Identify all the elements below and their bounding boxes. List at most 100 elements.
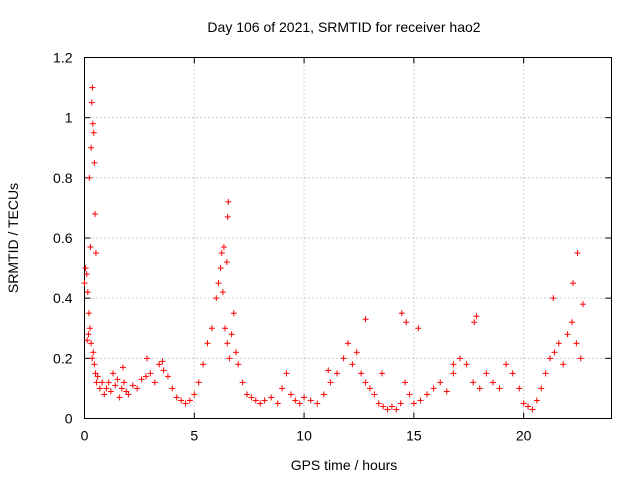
y-tick-label: 0.4 <box>53 290 73 306</box>
data-point <box>430 385 437 392</box>
data-point <box>380 403 387 410</box>
data-point <box>301 394 308 401</box>
data-point <box>224 213 231 220</box>
data-point <box>415 325 422 332</box>
data-point <box>471 319 478 326</box>
data-point <box>195 379 202 386</box>
data-point <box>375 400 382 407</box>
data-points <box>81 84 586 413</box>
data-point <box>509 370 516 377</box>
data-point <box>230 310 237 317</box>
data-point <box>225 198 232 205</box>
data-point <box>560 361 567 368</box>
data-point <box>85 331 92 338</box>
data-point <box>89 120 96 127</box>
data-point <box>228 331 235 338</box>
data-point <box>96 385 103 392</box>
data-point <box>129 382 136 389</box>
data-point <box>366 385 373 392</box>
data-point <box>573 340 580 347</box>
data-point <box>94 373 101 380</box>
data-point <box>84 337 91 344</box>
data-point <box>90 349 97 356</box>
data-point <box>91 361 98 368</box>
data-point <box>159 358 166 365</box>
x-tick-label: 5 <box>190 428 198 444</box>
data-point <box>89 355 96 362</box>
data-point <box>88 99 95 106</box>
data-point <box>118 385 125 392</box>
data-point <box>252 397 259 404</box>
data-point <box>87 244 94 251</box>
data-point <box>570 280 577 287</box>
data-point <box>156 361 163 368</box>
data-point <box>550 295 557 302</box>
data-point <box>443 388 450 395</box>
data-point <box>525 403 532 410</box>
data-point <box>551 349 558 356</box>
data-point <box>208 325 215 332</box>
data-point <box>134 385 141 392</box>
data-point <box>388 403 395 410</box>
y-tick-label: 1.2 <box>53 50 73 66</box>
data-point <box>213 295 220 302</box>
data-point <box>450 361 457 368</box>
data-point <box>424 391 431 398</box>
data-point <box>103 385 110 392</box>
data-point <box>274 400 281 407</box>
data-point <box>223 259 230 266</box>
data-point <box>279 385 286 392</box>
data-point <box>402 379 409 386</box>
data-point <box>219 289 226 296</box>
data-point <box>417 397 424 404</box>
data-point <box>169 385 176 392</box>
data-point <box>358 370 365 377</box>
data-point <box>334 370 341 377</box>
data-point <box>384 406 391 413</box>
data-point <box>224 340 231 347</box>
data-point <box>406 391 413 398</box>
data-point <box>314 400 321 407</box>
data-point <box>105 379 112 386</box>
data-point <box>173 394 180 401</box>
data-point <box>114 376 121 383</box>
data-point <box>218 250 225 257</box>
data-point <box>125 391 132 398</box>
data-point <box>456 355 463 362</box>
data-point <box>86 325 93 332</box>
data-point <box>90 129 97 136</box>
data-point <box>568 319 575 326</box>
data-point <box>393 406 400 413</box>
data-point <box>345 340 351 347</box>
data-point <box>296 400 303 407</box>
data-point <box>483 370 490 377</box>
data-point <box>564 331 571 338</box>
data-point <box>257 400 264 407</box>
x-tick-label: 10 <box>296 428 312 444</box>
data-point <box>261 397 268 404</box>
data-point <box>151 379 158 386</box>
data-point <box>268 394 275 401</box>
data-point <box>577 355 584 362</box>
data-point <box>116 394 123 401</box>
data-point <box>178 397 185 404</box>
data-point <box>84 289 91 296</box>
data-point <box>307 397 314 404</box>
data-point <box>476 385 483 392</box>
data-point <box>121 379 128 386</box>
data-point <box>349 361 356 368</box>
data-point <box>547 355 554 362</box>
data-point <box>463 361 470 368</box>
y-axis-label: SRMTID / TECUs <box>5 183 21 293</box>
data-point <box>450 370 457 377</box>
y-tick-label: 0.6 <box>53 230 73 246</box>
data-point <box>220 244 227 251</box>
data-point <box>533 397 540 404</box>
data-point <box>379 370 386 377</box>
data-point <box>83 271 90 278</box>
data-point <box>320 391 327 398</box>
data-point <box>292 397 299 404</box>
data-point <box>555 340 562 347</box>
data-point <box>398 310 405 317</box>
